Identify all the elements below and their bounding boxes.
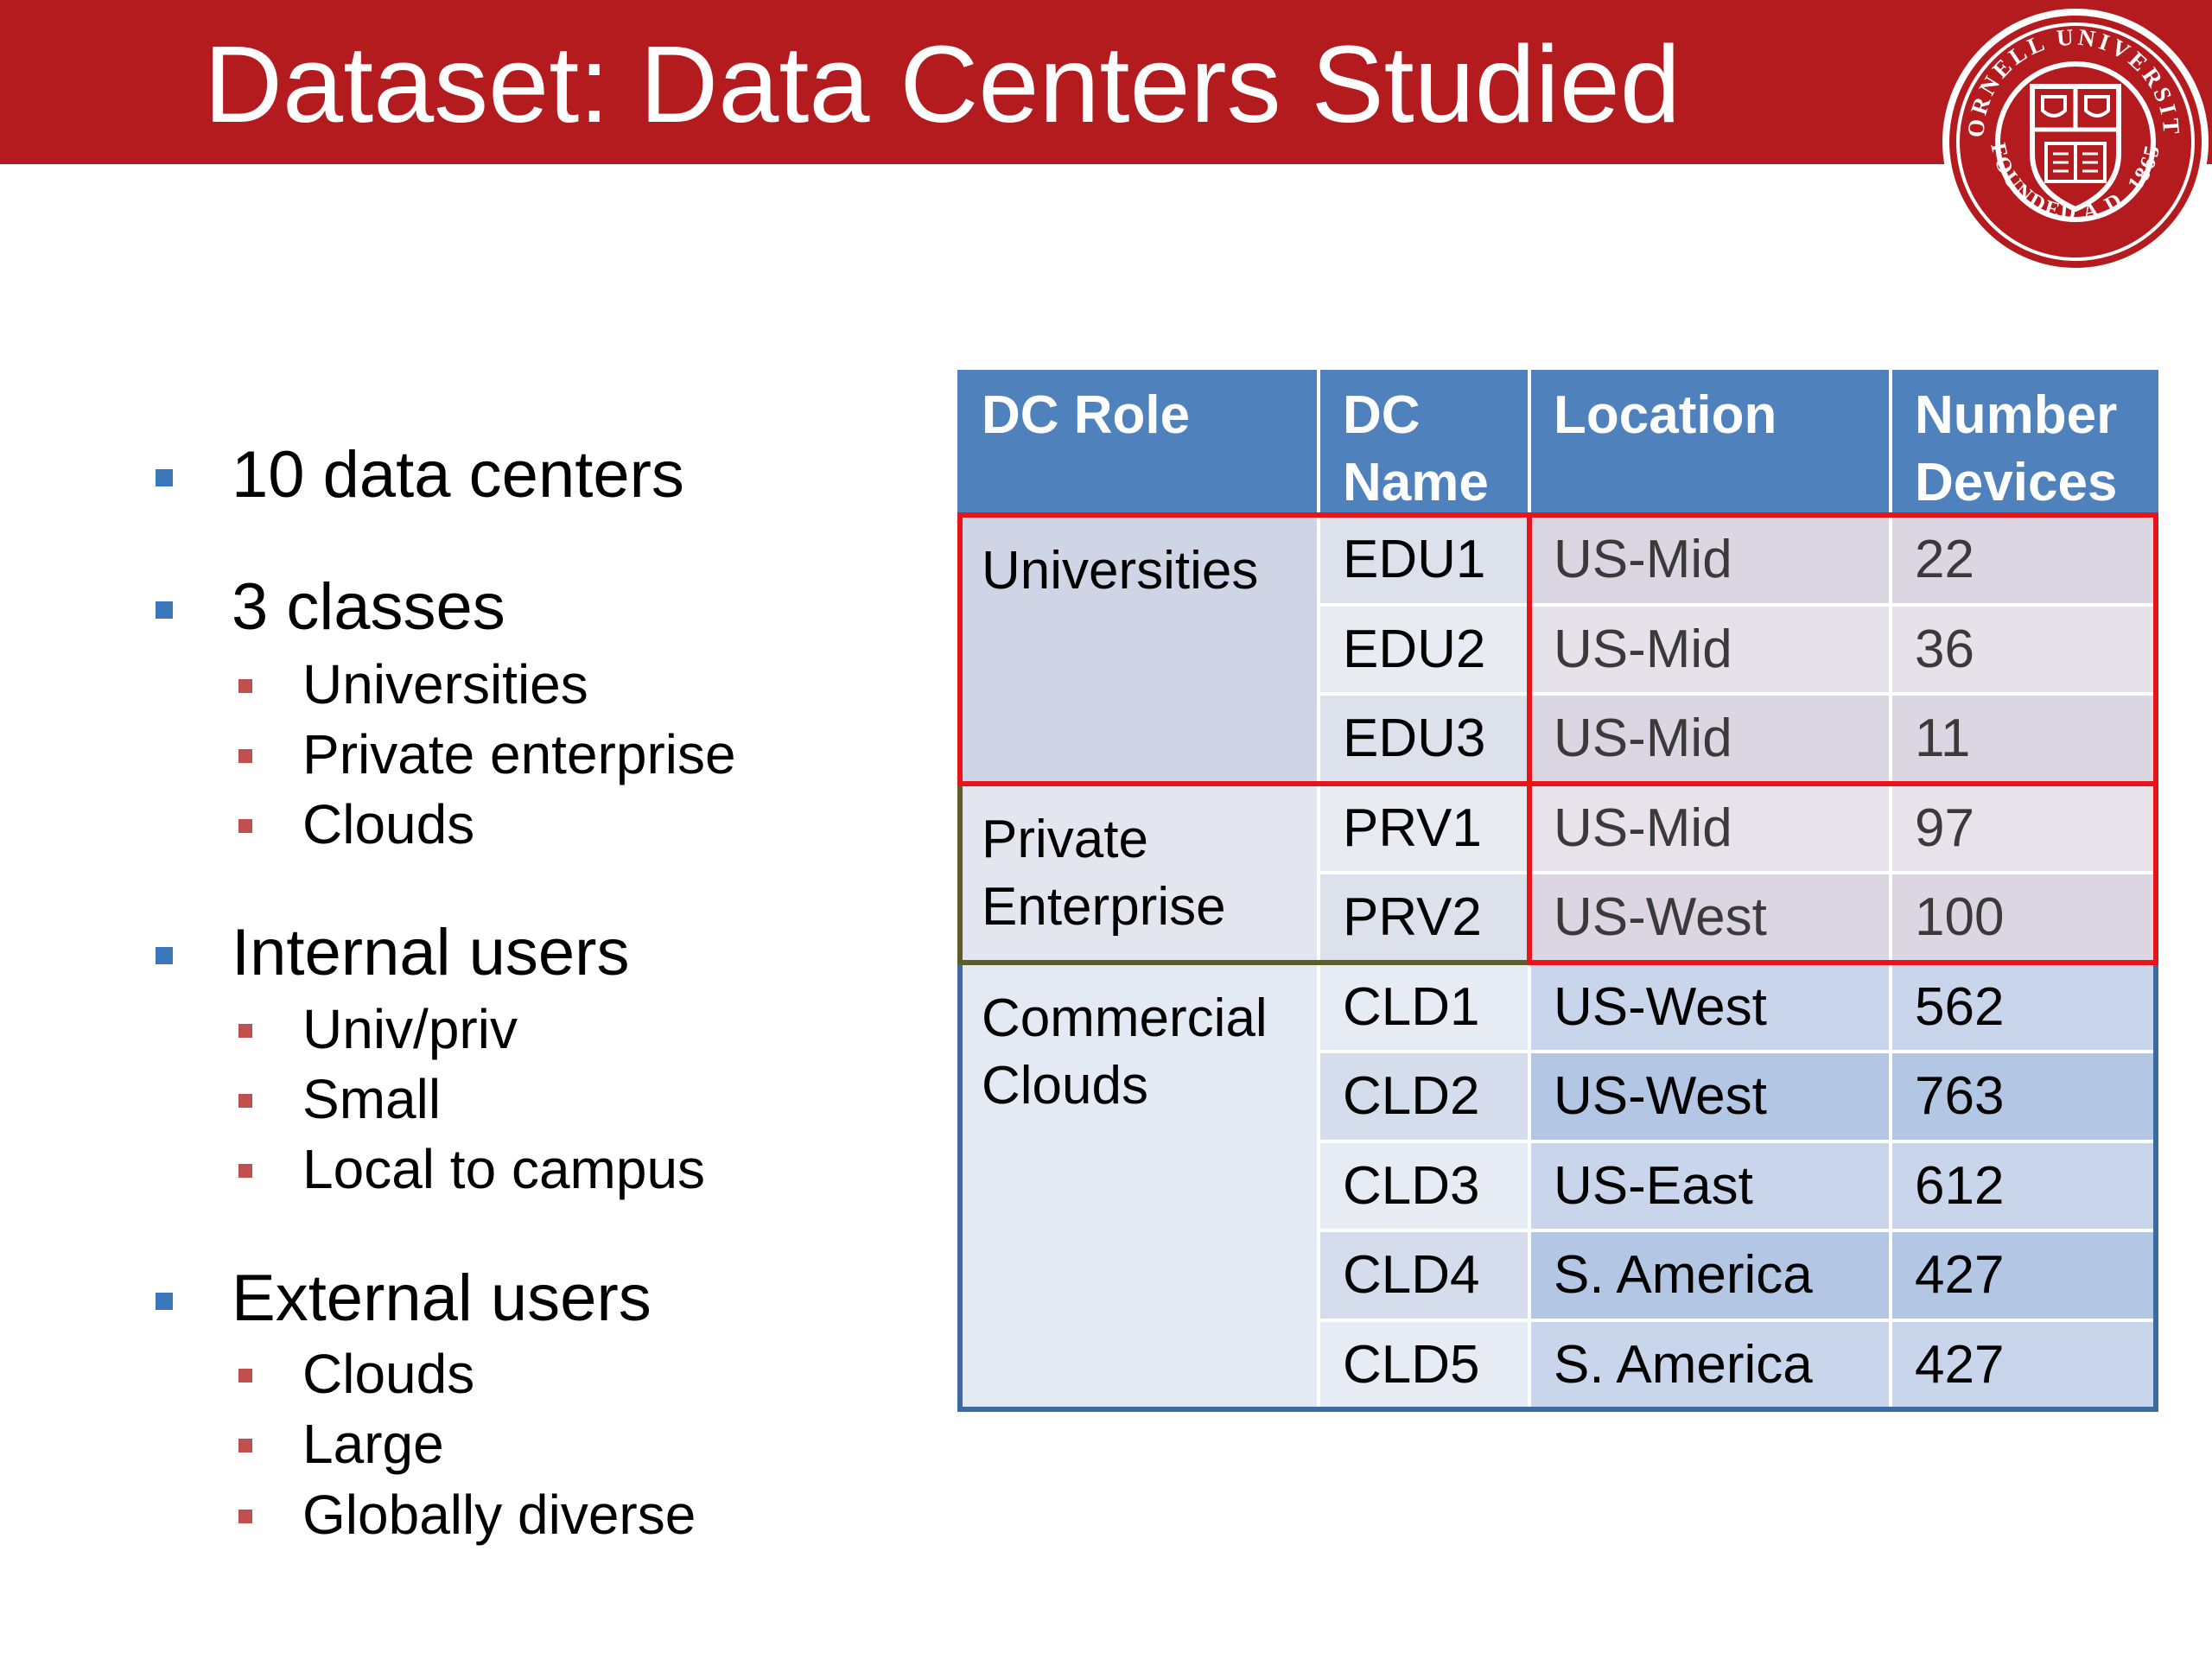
bullet-text: 10 data centers: [232, 438, 684, 512]
sub-bullet-item: Private enterprise: [238, 721, 736, 787]
sub-bullet-item: Large: [238, 1411, 444, 1477]
number-devices-cell: 427: [1891, 1319, 2158, 1409]
column-divider: [1317, 370, 1320, 1409]
sub-bullet-text: Clouds: [302, 1343, 475, 1405]
row-divider: [1319, 1050, 2158, 1053]
sub-bullet-marker: [238, 1024, 252, 1038]
location-cell: US-East: [1529, 1141, 1891, 1230]
dc-name-cell: EDU2: [1319, 604, 1529, 694]
bullet-item: External users: [156, 1260, 652, 1338]
row-divider: [1319, 1318, 2158, 1322]
dc-name-cell: CLD3: [1319, 1141, 1529, 1230]
dc-name-cell: PRV2: [1319, 873, 1529, 963]
sub-bullet-item: Small: [238, 1066, 442, 1132]
number-devices-cell: 763: [1891, 1052, 2158, 1141]
title-bar: Dataset: Data Centers Studied: [0, 0, 2212, 164]
location-cell: US-West: [1529, 962, 1891, 1052]
sub-bullet-item: Clouds: [238, 1341, 475, 1407]
dc-name-cell: EDU3: [1319, 694, 1529, 784]
dc-role-cell: Commercial Clouds: [957, 962, 1319, 1409]
sub-bullet-text: Small: [302, 1068, 442, 1130]
sub-bullet-item: Universities: [238, 652, 588, 717]
location-cell: S. America: [1529, 1230, 1891, 1320]
sub-bullet-marker: [238, 749, 252, 763]
sub-bullet-marker: [238, 1510, 252, 1523]
column-header: Number Devices: [1891, 370, 2158, 515]
sub-bullet-text: Large: [302, 1413, 444, 1475]
location-cell: US-Mid: [1529, 604, 1891, 694]
sub-bullet-item: Globally diverse: [238, 1482, 696, 1548]
sub-bullet-item: Univ/priv: [238, 996, 518, 1062]
number-devices-cell: 612: [1891, 1141, 2158, 1230]
sub-bullet-text: Universities: [302, 653, 588, 715]
sub-bullet-text: Local to campus: [302, 1138, 706, 1200]
column-divider: [1528, 370, 1531, 1409]
bullet-marker: [156, 947, 173, 964]
bullet-text: Internal users: [232, 916, 630, 989]
column-header: DC Name: [1319, 370, 1529, 515]
sub-bullet-marker: [238, 1094, 252, 1108]
number-devices-cell: 36: [1891, 604, 2158, 694]
bullet-text: 3 classes: [232, 570, 505, 644]
cornell-university-seal-icon: CORNELL UNIVERSITY FOUNDED A.D. 1865: [1939, 5, 2209, 275]
sub-bullet-marker: [238, 819, 252, 833]
column-header: Location: [1529, 370, 1891, 515]
dc-name-cell: PRV1: [1319, 783, 1529, 873]
dc-role-cell: Universities: [957, 515, 1319, 784]
number-devices-cell: 562: [1891, 962, 2158, 1052]
number-devices-cell: 11: [1891, 694, 2158, 784]
column-header: DC Role: [957, 370, 1319, 515]
column-divider: [1889, 370, 1892, 1409]
sub-bullet-marker: [238, 1369, 252, 1382]
row-divider: [1319, 1139, 2158, 1143]
row-divider: [1319, 1229, 2158, 1232]
number-devices-cell: 427: [1891, 1230, 2158, 1320]
dc-name-cell: CLD5: [1319, 1319, 1529, 1409]
dc-name-cell: CLD1: [1319, 962, 1529, 1052]
sub-bullet-text: Globally diverse: [302, 1484, 696, 1546]
location-cell: S. America: [1529, 1319, 1891, 1409]
number-devices-cell: 100: [1891, 873, 2158, 963]
sub-bullet-marker: [238, 679, 252, 693]
location-cell: US-West: [1529, 1052, 1891, 1141]
bullet-item: 3 classes: [156, 569, 505, 646]
sub-bullet-item: Clouds: [238, 791, 475, 857]
sub-bullet-text: Clouds: [302, 793, 475, 855]
slide-title: Dataset: Data Centers Studied: [204, 23, 1681, 145]
row-divider: [1319, 692, 2158, 696]
dc-name-cell: CLD2: [1319, 1052, 1529, 1141]
sub-bullet-item: Local to campus: [238, 1136, 706, 1202]
dc-name-cell: EDU1: [1319, 515, 1529, 605]
bullet-list: 10 data centers 3 classes Universities Priv…: [0, 0, 864, 1659]
sub-bullet-text: Private enterprise: [302, 723, 736, 785]
sub-bullet-marker: [238, 1439, 252, 1452]
bullet-marker: [156, 469, 173, 486]
location-cell: US-Mid: [1529, 694, 1891, 784]
number-devices-cell: 22: [1891, 515, 2158, 605]
sub-bullet-marker: [238, 1164, 252, 1178]
dc-role-cell: Private Enterprise: [957, 783, 1319, 963]
bullet-item: 10 data centers: [156, 436, 684, 514]
bullet-text: External users: [232, 1262, 652, 1335]
location-cell: US-Mid: [1529, 515, 1891, 605]
location-cell: US-West: [1529, 873, 1891, 963]
sub-bullet-text: Univ/priv: [302, 998, 518, 1060]
bullet-item: Internal users: [156, 914, 630, 992]
dc-name-cell: CLD4: [1319, 1230, 1529, 1320]
row-divider: [1319, 871, 2158, 874]
location-cell: US-Mid: [1529, 783, 1891, 873]
bullet-marker: [156, 601, 173, 619]
data-centers-table: DC Role DC Name Location Number Devices Univ…: [957, 370, 2158, 1422]
number-devices-cell: 97: [1891, 783, 2158, 873]
bullet-marker: [156, 1293, 173, 1310]
row-divider: [1319, 602, 2158, 607]
